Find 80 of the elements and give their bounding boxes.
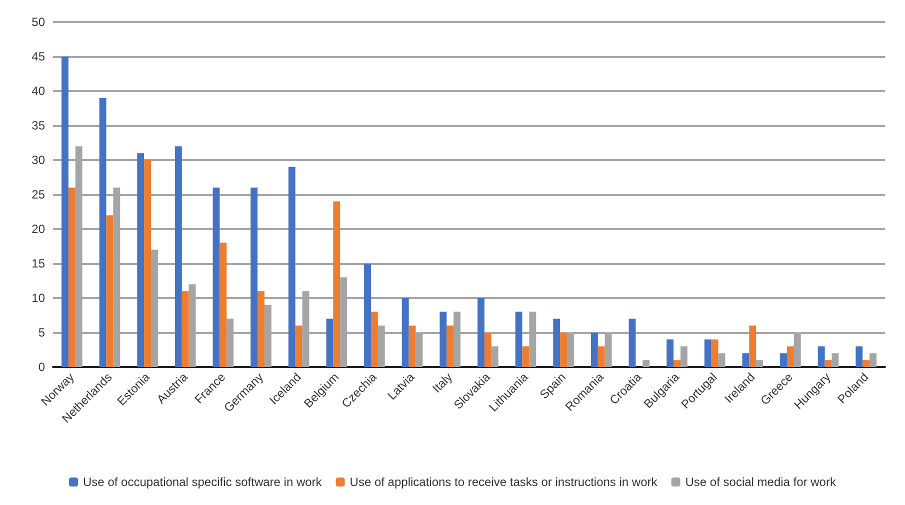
bar	[484, 332, 492, 367]
y-tick-label: 5	[38, 326, 46, 340]
bar	[62, 56, 68, 367]
bar	[718, 353, 726, 367]
bar	[628, 318, 636, 367]
bar	[598, 346, 605, 367]
bar	[378, 326, 385, 367]
bar	[106, 215, 114, 367]
bar	[756, 360, 764, 367]
bar	[288, 166, 296, 367]
bar	[590, 332, 598, 367]
legend-label: Use of social media for work	[685, 475, 837, 489]
bar	[567, 332, 574, 367]
bar	[553, 318, 560, 367]
bar	[515, 312, 522, 367]
y-tick-label: 10	[32, 291, 46, 305]
bar	[794, 332, 801, 367]
y-tick-label: 25	[32, 188, 46, 202]
bar	[188, 284, 196, 367]
bar	[113, 188, 120, 367]
x-tick-label: Italy	[430, 370, 456, 396]
y-tick-label: 40	[32, 84, 46, 98]
bar	[786, 346, 794, 367]
bar	[666, 339, 674, 367]
bar	[818, 346, 825, 367]
bar	[220, 242, 227, 367]
bar	[416, 332, 423, 367]
bar	[402, 298, 409, 367]
bar	[226, 318, 234, 367]
bar	[370, 312, 378, 367]
y-tick-label: 15	[32, 256, 46, 270]
bar	[780, 353, 787, 367]
bar	[333, 201, 340, 367]
bar	[522, 346, 530, 367]
y-tick-label: 20	[32, 222, 46, 236]
bar	[340, 277, 348, 367]
bar	[674, 360, 680, 367]
bar	[870, 353, 876, 367]
y-tick-label: 50	[32, 15, 46, 29]
bar	[364, 264, 371, 367]
bar	[446, 326, 454, 367]
bar	[151, 250, 158, 367]
bar	[491, 346, 498, 367]
bar	[832, 353, 839, 367]
bar	[212, 188, 220, 367]
bar	[408, 326, 416, 367]
bar	[529, 312, 536, 367]
bar	[174, 146, 182, 367]
bar	[99, 98, 106, 367]
bar	[302, 291, 310, 367]
bar	[642, 360, 650, 367]
bar	[862, 360, 870, 367]
bar	[326, 318, 334, 367]
bar	[68, 188, 76, 367]
bar	[182, 291, 189, 367]
bar	[137, 153, 144, 367]
bar	[604, 332, 612, 367]
bar	[295, 326, 302, 367]
y-tick-label: 35	[32, 118, 46, 132]
y-tick-label: 0	[38, 360, 46, 374]
legend-label: Use of occupational specific software in work	[83, 475, 323, 489]
bar	[680, 346, 688, 367]
bar	[856, 346, 863, 367]
bar	[711, 339, 718, 367]
bar	[824, 360, 832, 367]
bar	[749, 326, 756, 367]
bar	[560, 332, 568, 367]
bar	[440, 312, 447, 367]
legend-label: Use of applications to receive tasks or instructions in work	[350, 475, 658, 489]
bar	[250, 188, 258, 367]
bar	[75, 146, 82, 367]
bar	[144, 160, 152, 367]
bar	[704, 339, 712, 367]
bar	[478, 298, 484, 367]
y-tick-label: 30	[32, 153, 46, 167]
bar	[454, 312, 460, 367]
y-tick-label: 45	[32, 50, 46, 64]
bar	[258, 291, 264, 367]
bar	[264, 304, 272, 367]
bar	[742, 353, 750, 367]
